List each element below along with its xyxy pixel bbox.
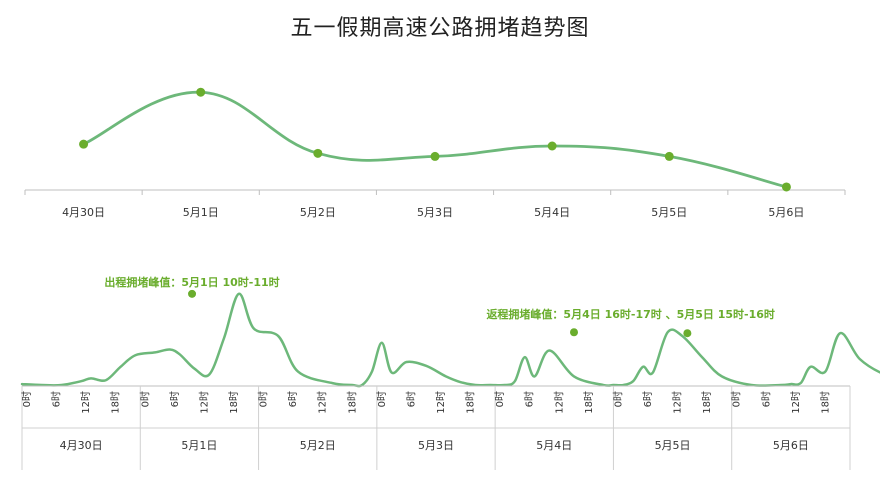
top-data-point (547, 141, 557, 151)
top-data-point (781, 182, 791, 192)
bottom-group-label: 5月5日 (655, 439, 691, 452)
top-x-tick-label: 5月4日 (534, 206, 570, 219)
bottom-group-label: 5月3日 (418, 439, 454, 452)
bottom-x-tick-label: 12时 (790, 391, 802, 414)
top-x-tick-label: 5月1日 (183, 206, 219, 219)
bottom-x-tick-label: 0时 (21, 391, 33, 407)
bottom-x-tick-label: 6时 (287, 391, 299, 407)
bottom-x-tick-label: 18时 (465, 391, 477, 414)
bottom-x-tick-label: 12时 (553, 391, 565, 414)
bottom-x-tick-label: 12时 (672, 391, 684, 414)
bottom-x-tick-label: 12时 (198, 391, 210, 414)
bottom-x-tick-label: 6时 (524, 391, 536, 407)
bottom-group-label: 5月1日 (181, 439, 217, 452)
top-data-point (196, 87, 206, 97)
top-x-tick-label: 4月30日 (62, 206, 105, 219)
bottom-x-tick-label: 18时 (701, 391, 713, 414)
bottom-x-tick-label: 0时 (731, 391, 743, 407)
bottom-x-tick-label: 6时 (51, 391, 63, 407)
outbound-peak-annotation: 出程拥堵峰值：5月1日 10时-11时 (104, 275, 279, 289)
top-data-point (313, 148, 323, 158)
top-x-tick-label: 5月5日 (651, 206, 687, 219)
top-x-tick-label: 5月6日 (768, 206, 804, 219)
bottom-x-tick-label: 0时 (376, 391, 388, 407)
chart-title: 五一假期高速公路拥堵趋势图 (290, 16, 590, 41)
bottom-x-tick-label: 18时 (583, 391, 595, 414)
hourly-congestion-line (20, 292, 880, 388)
top-trend-line (82, 90, 788, 189)
top-data-point (664, 151, 674, 161)
bottom-x-tick-label: 18时 (228, 391, 240, 414)
bottom-x-tick-label: 18时 (819, 391, 831, 414)
bottom-x-tick-label: 18时 (346, 391, 358, 414)
bottom-group-label: 5月2日 (300, 439, 336, 452)
top-data-point (79, 139, 89, 149)
bottom-x-tick-label: 0时 (494, 391, 506, 407)
top-x-tick-label: 5月3日 (417, 206, 453, 219)
bottom-x-tick-label: 6时 (642, 391, 654, 407)
return-peak-marker (683, 329, 692, 338)
bottom-x-tick-label: 6时 (760, 391, 772, 407)
bottom-x-tick-label: 18时 (110, 391, 122, 414)
bottom-x-tick-label: 6时 (405, 391, 417, 407)
return-peak-marker (570, 328, 578, 337)
bottom-x-tick-label: 12时 (80, 391, 92, 414)
bottom-x-tick-label: 12时 (317, 391, 329, 414)
outbound-peak-marker (188, 289, 197, 298)
bottom-group-label: 5月4日 (536, 439, 572, 452)
bottom-x-tick-label: 0时 (258, 391, 270, 407)
return-peak-annotation: 返程拥堵峰值：5月4日 16时-17时 、5月5日 15时-16时 (486, 307, 774, 321)
bottom-group-label: 4月30日 (60, 439, 103, 452)
bottom-x-tick-label: 6时 (169, 391, 181, 407)
bottom-group-label: 5月6日 (773, 439, 809, 452)
top-data-point (430, 151, 440, 161)
top-x-tick-label: 5月2日 (300, 206, 336, 219)
bottom-x-tick-label: 0时 (139, 391, 151, 407)
bottom-x-tick-label: 12时 (435, 391, 447, 414)
bottom-x-tick-label: 0时 (612, 391, 624, 407)
